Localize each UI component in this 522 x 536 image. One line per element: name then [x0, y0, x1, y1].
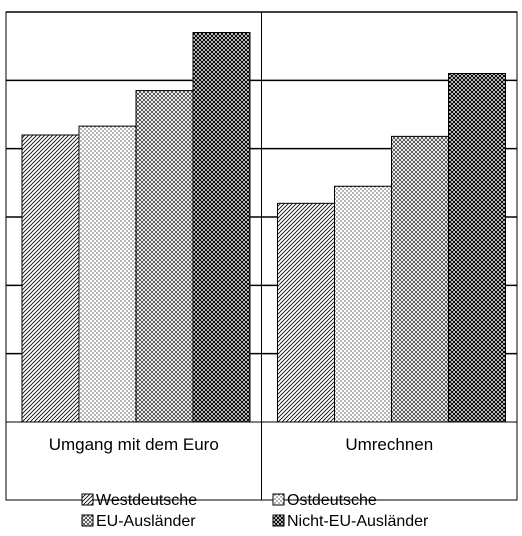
bar: [334, 185, 392, 423]
bar: [391, 135, 449, 423]
legend-label: Westdeutsche: [96, 492, 197, 509]
legend-swatch: [81, 493, 94, 506]
bars: [21, 32, 506, 423]
legend-swatch: [272, 514, 285, 527]
bar: [21, 134, 80, 423]
legend-label: Ostdeutsche: [287, 492, 377, 509]
legend: Westdeutsche Ostdeutsche EU-Ausländer Nicht…: [81, 492, 429, 530]
category-label: Umgang mit dem Euro: [49, 435, 219, 454]
bar: [277, 202, 335, 423]
category-labels: Umgang mit dem Euro Umrechnen: [49, 435, 433, 454]
category-label: Umrechnen: [345, 435, 433, 454]
legend-swatch: [272, 493, 285, 506]
legend-swatch: [81, 514, 94, 527]
bar: [78, 125, 137, 423]
plot-frame: [5, 11, 518, 501]
legend-label: Nicht-EU-Ausländer: [287, 513, 429, 530]
legend-label: EU-Ausländer: [96, 513, 196, 530]
bar: [192, 32, 251, 423]
bar: [448, 73, 506, 423]
bar: [135, 90, 194, 423]
